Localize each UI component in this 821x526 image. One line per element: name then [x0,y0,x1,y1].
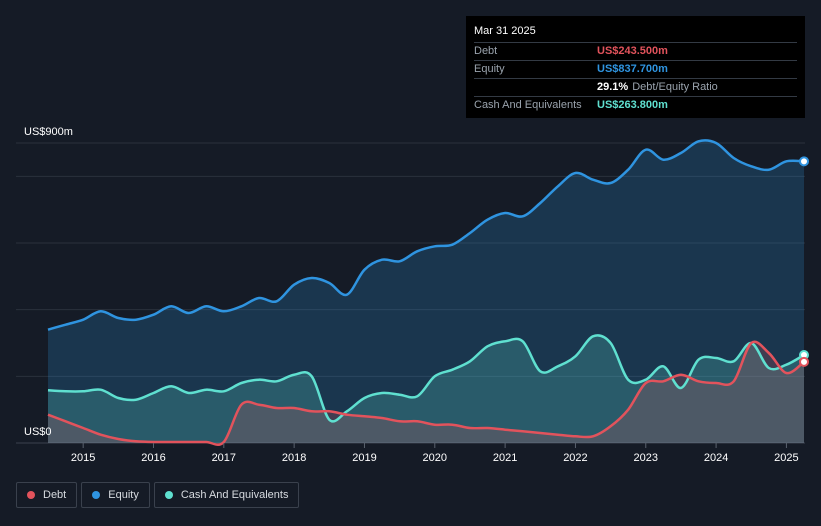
tooltip-debt-label: Debt [474,45,498,57]
line-equity [47,139,805,331]
tooltip-ratio-label-spacer [474,79,597,96]
tooltip-row-cash: Cash And Equivalents US$263.800m [474,96,797,114]
end-marker-equity [799,156,809,167]
legend-label-debt: Debt [43,489,67,501]
legend-item-equity[interactable]: Equity [81,482,150,508]
tooltip-ratio-value: 29.1% [597,81,629,93]
x-tick-label-2019: 2019 [352,452,376,464]
legend-dot-equity [92,491,101,499]
x-tick-label-2023: 2023 [634,452,658,464]
y-axis-bottom-label: US$0 [24,426,52,438]
tooltip-row-debt: Debt US$243.500m [474,42,797,60]
x-tick-label-2024: 2024 [704,452,728,464]
line-debt [47,340,805,446]
legend-dot-cash [164,491,173,499]
tooltip-cash-label: Cash And Equivalents [474,99,582,111]
series-lines [47,139,805,446]
x-tick-label-2017: 2017 [212,452,236,464]
tooltip-cash-value: US$263.800m [597,99,668,111]
area-equity [48,140,804,443]
x-tick-label-2015: 2015 [71,452,95,464]
tooltip-debt-value: US$243.500m [597,45,668,57]
end-marker-debt [799,356,809,367]
area-debt [48,341,804,445]
line-cash-and-equivalents [47,334,805,423]
series-areas [48,140,804,445]
legend-item-cash[interactable]: Cash And Equivalents [153,482,300,508]
y-axis-top-label: US$900m [24,126,73,138]
end-markers [799,156,809,367]
grid-lines [16,142,805,444]
tooltip-row-ratio: 29.1% Debt/Equity Ratio [474,78,797,96]
x-tick-label-2025: 2025 [774,452,798,464]
x-axis-ticks: 2015 2016 2017 2018 2019 2020 2021 2022 2023 2024… [71,443,799,464]
x-tick-label-2022: 2022 [563,452,587,464]
x-tick-label-2020: 2020 [423,452,447,464]
data-tooltip: Mar 31 2025 Debt US$243.500m Equity US$8… [466,16,805,118]
legend-item-debt[interactable]: Debt [16,482,78,508]
tooltip-ratio-caption: Debt/Equity Ratio [632,81,718,93]
x-tick-label-2018: 2018 [282,452,306,464]
x-tick-label-2021: 2021 [493,452,517,464]
legend-label-equity: Equity [108,489,139,501]
tooltip-row-equity: Equity US$837.700m [474,60,797,78]
legend-dot-debt [27,491,35,499]
tooltip-equity-label: Equity [474,63,505,75]
tooltip-date: Mar 31 2025 [474,25,536,37]
area-cash-and-equivalents [48,335,804,443]
tooltip-equity-value: US$837.700m [597,63,668,75]
legend-label-cash: Cash And Equivalents [180,489,289,501]
x-tick-label-2016: 2016 [141,452,165,464]
chart-legend: Debt Equity Cash And Equivalents [16,482,300,508]
